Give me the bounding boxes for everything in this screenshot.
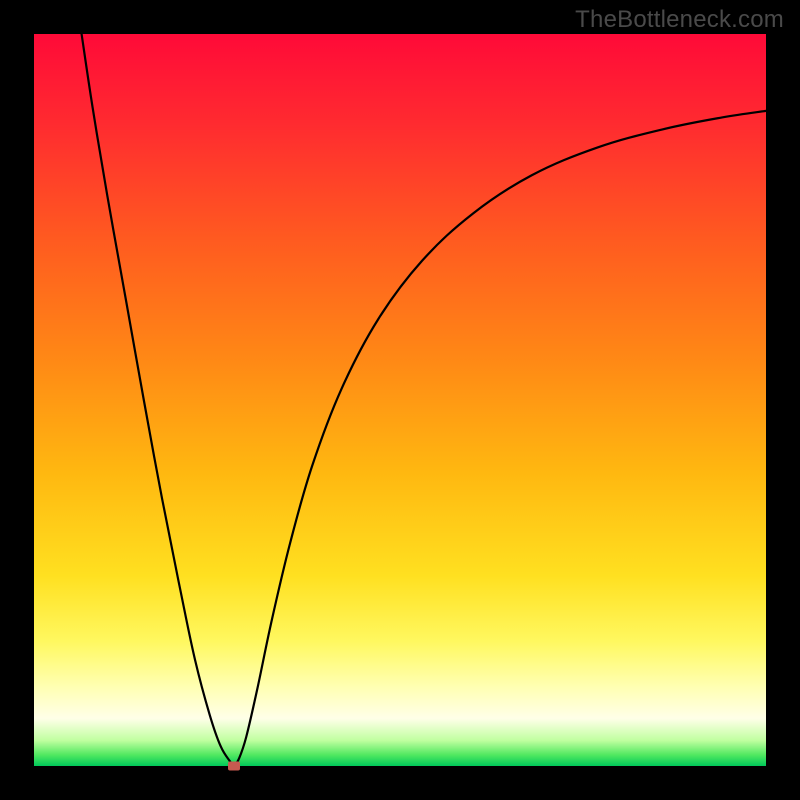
bottleneck-chart: TheBottleneck.com: [0, 0, 800, 800]
curve-layer: [0, 0, 800, 800]
optimum-marker: [228, 762, 240, 771]
curve-left-branch: [82, 34, 234, 766]
curve-right-branch: [234, 111, 766, 766]
